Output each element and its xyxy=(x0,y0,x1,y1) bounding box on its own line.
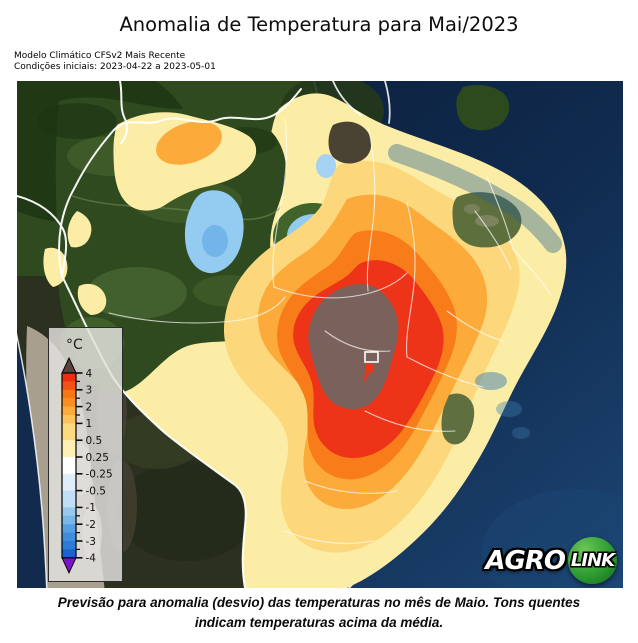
legend-unit-label: °C xyxy=(66,337,83,353)
state-borders xyxy=(108,118,552,544)
colorbar-tick-label: 3 xyxy=(86,385,93,397)
colorbar-segment xyxy=(62,473,76,491)
coastal-shallow xyxy=(475,372,507,390)
colorbar-tick-label: -0.5 xyxy=(86,485,107,497)
model-info: Modelo Climático CFSv2 Mais Recente Cond… xyxy=(14,51,216,72)
forest-texture xyxy=(87,267,187,319)
colorbar-segment xyxy=(62,515,76,525)
forest-texture xyxy=(37,103,117,139)
colorbar-tick-label: 0.5 xyxy=(86,435,103,447)
colorbar-segment xyxy=(62,398,76,407)
island-texture xyxy=(475,215,499,227)
island-texture xyxy=(464,204,480,214)
anomaly-orange-spot-north xyxy=(156,121,222,165)
figure-caption: Previsão para anomalia (desvio) das temp… xyxy=(0,593,638,632)
agrolink-logo-text: AGRO xyxy=(485,545,566,576)
colorbar-segment xyxy=(62,389,76,399)
land-texture xyxy=(117,461,257,561)
colorbar-tick-label: -2 xyxy=(86,519,96,531)
cool-patch-west-core xyxy=(202,225,228,257)
agrolink-logo-circle-icon: LINK xyxy=(568,537,617,584)
pacific-ocean xyxy=(17,333,48,588)
anomaly-yellow-patch-west3 xyxy=(77,283,107,315)
colorbar-segment xyxy=(62,381,76,391)
colorbar-tick-label: -3 xyxy=(86,536,96,548)
colorbar-tick-label: -0.25 xyxy=(86,469,113,481)
colorbar-tick-label: 2 xyxy=(86,401,93,413)
model-info-line1: Modelo Climático CFSv2 Mais Recente xyxy=(14,51,186,61)
page-title: Anomalia de Temperatura para Mai/2023 xyxy=(119,13,519,36)
colorbar-tick-label: -4 xyxy=(86,553,97,565)
colorbar-segment xyxy=(62,406,76,416)
colorbar-outline xyxy=(61,372,77,559)
colorbar-segment xyxy=(62,524,76,533)
colorbar-tick-label: 1 xyxy=(86,418,93,430)
colorbar: °C 4 3 2 1 0.5 0.25 -0.25 -0.5 -1 -2 -3 -4 xyxy=(61,337,113,574)
agrolink-logo-link-text: LINK xyxy=(570,550,615,571)
colorbar-segment xyxy=(62,423,76,441)
dark-patch-marajo xyxy=(328,121,372,164)
colorbar-segment xyxy=(62,373,76,382)
colorbar-tick-label: -1 xyxy=(86,502,96,514)
colorbar-segment xyxy=(62,549,76,559)
colorbar-segment xyxy=(62,541,76,550)
colorbar-segment xyxy=(62,457,76,475)
colorbar-segment xyxy=(62,440,76,458)
anomaly-core-spot xyxy=(366,372,380,392)
colorbar-segment xyxy=(62,507,76,517)
colorbar-segment xyxy=(62,415,76,424)
colorbar-tick-label: 4 xyxy=(86,368,93,380)
coastal-shelf xyxy=(388,144,562,253)
map-canvas: °C 4 3 2 1 0.5 0.25 -0.25 -0.5 -1 -2 -3 -4 AGRO LINK xyxy=(17,81,623,588)
colorbar-segment xyxy=(62,532,76,542)
figure-caption-line1: Previsão para anomalia (desvio) das temp… xyxy=(57,595,581,610)
colorbar-over-arrow xyxy=(61,356,77,374)
model-info-line2: Condições iniciais: 2023-04-22 a 2023-05… xyxy=(14,61,216,72)
green-patch-guyana xyxy=(456,85,510,131)
anomaly-yellow-patch-west2 xyxy=(43,247,68,287)
agrolink-logo: AGRO LINK xyxy=(485,537,617,584)
distrito-federal-box xyxy=(364,351,379,363)
figure-caption-line2: indicam temperaturas acima da média. xyxy=(194,614,444,630)
coastal-shallow xyxy=(496,401,522,417)
colorbar-panel: °C 4 3 2 1 0.5 0.25 -0.25 -0.5 -1 -2 -3 -4 xyxy=(48,327,123,582)
colorbar-tick-label: 0.25 xyxy=(86,452,109,464)
colorbar-segment xyxy=(62,490,76,508)
anomaly-yellow-patch-west1 xyxy=(67,211,92,248)
colorbar-under-arrow xyxy=(61,557,77,574)
coastal-shallow xyxy=(512,427,530,439)
cool-spot-top xyxy=(316,154,336,178)
